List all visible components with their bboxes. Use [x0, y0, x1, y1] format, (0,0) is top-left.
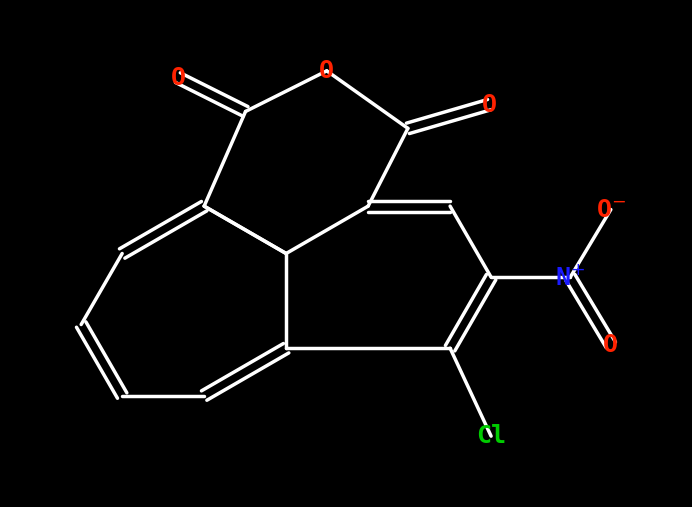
Text: O: O: [319, 59, 334, 83]
Text: O: O: [170, 65, 185, 90]
Text: O: O: [603, 333, 619, 357]
Text: Cl: Cl: [476, 424, 506, 448]
Text: O: O: [482, 93, 497, 117]
Text: O$^{-}$: O$^{-}$: [596, 198, 626, 222]
Text: N$^{+}$: N$^{+}$: [555, 265, 585, 289]
